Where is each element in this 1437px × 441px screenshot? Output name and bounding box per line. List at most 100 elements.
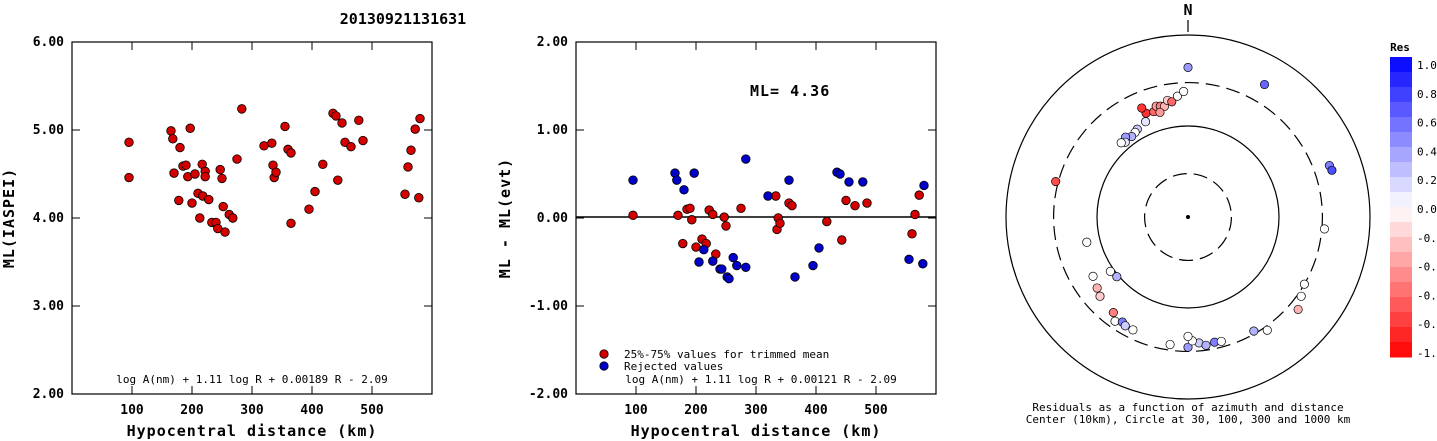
data-point [124, 137, 134, 148]
legend-marker-trimmed [599, 349, 609, 359]
station-point [1183, 62, 1193, 72]
data-point [858, 177, 868, 187]
data-point [771, 191, 781, 201]
y-axis-label: ML - ML(evt) [496, 158, 514, 278]
data-point [844, 177, 854, 187]
ring-30km [1143, 172, 1233, 262]
y-tick-label: 2.00 [537, 35, 568, 50]
figure-title: 20130921131631 [340, 10, 466, 28]
data-point [672, 175, 682, 185]
station-point [1051, 176, 1061, 187]
formula-text: log A(nm) + 1.11 log R + 0.00189 R - 2.0… [116, 373, 388, 386]
data-point [267, 138, 277, 148]
data-point [907, 229, 917, 239]
ml-annotation: ML= 4.36 [750, 82, 830, 100]
station-point [1095, 291, 1105, 301]
data-point [400, 189, 410, 199]
y-axis-label: ML(IASPEI) [0, 168, 18, 268]
data-point [919, 180, 929, 191]
x-tick-label: 400 [300, 403, 324, 418]
station-point [1183, 342, 1193, 352]
data-point [699, 244, 709, 255]
data-points [1051, 62, 1337, 352]
data-point [358, 135, 368, 146]
colorbar-segment [1390, 192, 1412, 208]
data-point [200, 171, 210, 182]
colorbar-tick-label: -0.6 [1417, 289, 1437, 302]
azimuth-residual-panel: N Residuals as a function of azimuth and… [1005, 1, 1437, 426]
data-point [204, 194, 214, 205]
data-point [719, 212, 729, 222]
data-point [217, 173, 227, 184]
station-point [1092, 283, 1102, 293]
x-ticks: 100 200 300 400 500 [120, 42, 384, 418]
data-point [835, 169, 845, 179]
colorbar [1390, 57, 1412, 358]
x-tick-label: 100 [120, 403, 144, 418]
station-point [1167, 97, 1177, 107]
y-tick-label: 0.00 [537, 211, 568, 226]
station-point [1141, 117, 1151, 127]
data-point [741, 262, 751, 272]
y-tick-label: 5.00 [33, 123, 64, 138]
colorbar-segment [1390, 267, 1412, 283]
data-point [237, 104, 247, 114]
data-point [708, 209, 718, 220]
data-point [784, 175, 794, 185]
colorbar-segment [1390, 162, 1412, 178]
data-point [354, 115, 364, 126]
colorbar-tick-label: 0.2 [1417, 174, 1437, 187]
station-point [1128, 325, 1138, 335]
y-tick-label: 4.00 [33, 211, 64, 226]
station-point [1088, 271, 1098, 281]
data-point [195, 213, 205, 223]
data-point [741, 154, 751, 164]
data-point [333, 175, 343, 185]
colorbar-title: Res [1390, 41, 1410, 54]
y-tick-label: -2.00 [529, 387, 568, 402]
legend-marker-rejected [599, 361, 609, 371]
data-point [678, 238, 688, 249]
data-point [850, 200, 860, 211]
data-point [174, 195, 184, 206]
legend-label-rejected: Rejected values [624, 360, 723, 373]
data-point [724, 274, 734, 284]
station-point [1082, 237, 1092, 247]
data-point [775, 218, 785, 228]
data-point [232, 154, 242, 164]
colorbar-segment [1390, 87, 1412, 103]
colorbar-segment [1390, 252, 1412, 268]
data-point [910, 209, 920, 220]
data-point [403, 162, 413, 172]
colorbar-tick-label: 0.6 [1417, 117, 1437, 130]
station-point [1112, 272, 1122, 282]
colorbar-ticks: 1.0 0.8 0.6 0.4 0.2 0.0 -0.2 -0.4 -0.6 -0.8 -1.0 [1417, 59, 1437, 360]
station-point [1105, 266, 1115, 276]
colorbar-segment [1390, 132, 1412, 148]
data-point [787, 200, 797, 211]
data-point [790, 272, 800, 282]
center-dot [1186, 215, 1190, 219]
caption-line-2: Center (10km), Circle at 30, 100, 300 an… [1026, 413, 1351, 426]
colorbar-segment [1390, 297, 1412, 313]
data-point [185, 123, 195, 133]
data-point [904, 254, 914, 265]
station-point [1172, 91, 1182, 101]
station-point [1120, 321, 1130, 331]
data-point [862, 198, 872, 208]
station-point [1299, 279, 1309, 289]
data-point [259, 141, 269, 151]
ring-100km [1096, 125, 1280, 309]
formula-text: log A(nm) + 1.11 log R + 0.00121 R - 2.0… [625, 373, 897, 386]
legend: 25%-75% values for trimmed mean Rejected… [599, 348, 829, 373]
data-point [708, 256, 718, 266]
data-point [736, 203, 746, 214]
station-point [1262, 325, 1272, 335]
x-tick-label: 300 [240, 403, 264, 418]
data-point [169, 168, 179, 178]
colorbar-tick-label: 0.8 [1417, 88, 1437, 101]
data-point [166, 126, 176, 136]
station-point [1179, 86, 1189, 97]
colorbar-tick-label: -1.0 [1417, 347, 1437, 360]
